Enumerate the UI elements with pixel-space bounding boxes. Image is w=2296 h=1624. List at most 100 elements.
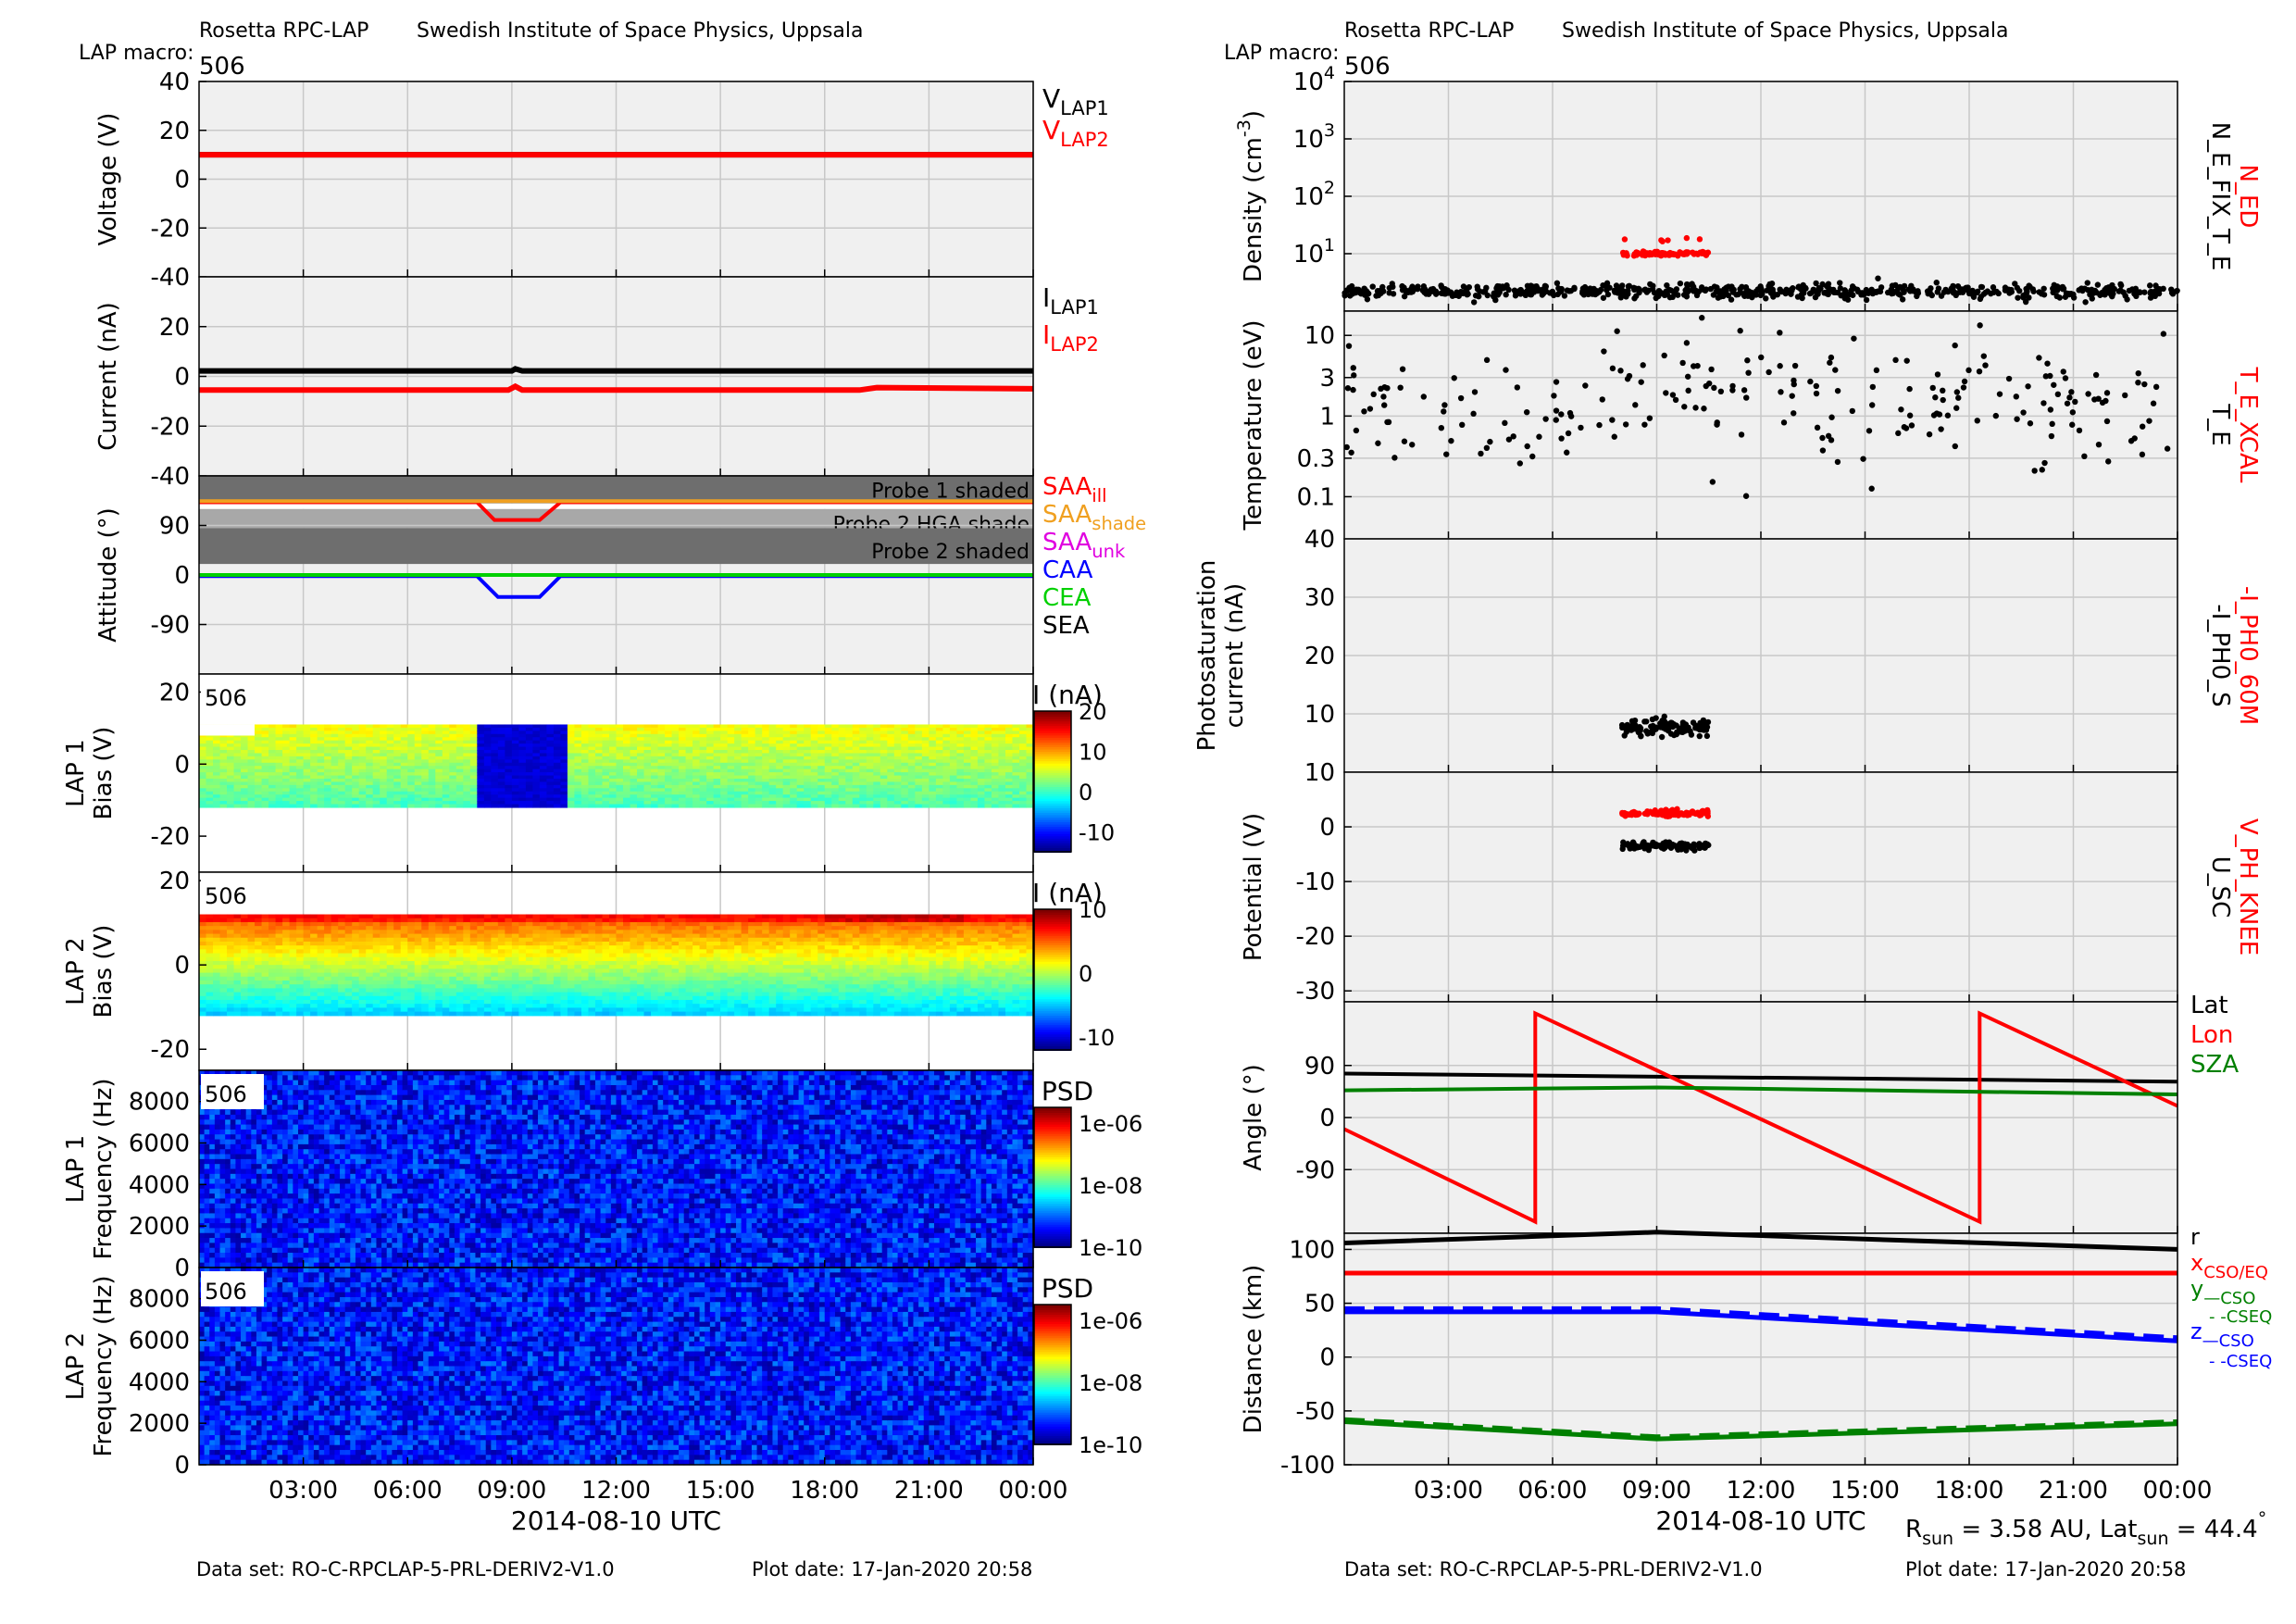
lap2-sweep-cell — [484, 977, 492, 981]
lap1-sweep-cell — [505, 731, 512, 734]
lap2-sweep-cell — [393, 977, 401, 981]
lap1-sweep-cell — [449, 741, 456, 744]
lap1-sweep-cell — [1005, 766, 1013, 769]
lap2-sweep-cell — [255, 949, 262, 954]
lap2-sweep-cell — [241, 915, 248, 919]
lap1-sweep-cell — [978, 801, 985, 805]
lap2-sweep-cell — [554, 977, 561, 981]
lap1-sweep-cell — [595, 756, 603, 760]
lap1-sweep-cell — [845, 756, 853, 760]
lap2-sweep-cell — [415, 961, 422, 966]
lap2-sweep-cell — [568, 1007, 575, 1012]
lap1-sweep-cell — [644, 788, 652, 792]
lap1-sweep-cell — [304, 741, 311, 744]
lap2-sweep-cell — [602, 945, 609, 950]
lap2-sweep-cell — [296, 981, 304, 985]
lap1-sweep-cell — [867, 750, 874, 754]
lap2-sweep-cell — [220, 942, 228, 946]
lap1-sweep-cell — [560, 759, 568, 763]
lap2-sweep-cell — [630, 942, 638, 946]
lap1-sweep-cell — [672, 747, 680, 751]
lap2-sweep-cell — [380, 918, 387, 923]
lap1-sweep-cell — [817, 772, 825, 776]
lap1-sweep-cell — [859, 756, 867, 760]
lap1-sweep-cell — [1005, 759, 1013, 763]
lap2-sweep-cell — [262, 968, 269, 973]
lap1-sweep-cell — [546, 753, 554, 756]
lap2-sweep-cell — [276, 968, 283, 973]
lap2-sweep-cell — [324, 961, 331, 966]
lap1-sweep-cell — [762, 753, 769, 756]
lap1-sweep-cell — [359, 776, 367, 780]
lap1-sweep-cell — [797, 798, 805, 802]
lap1-sweep-cell — [742, 747, 749, 751]
lap1-sweep-cell — [588, 781, 595, 785]
lap1-sweep-cell — [887, 798, 894, 802]
lap1-sweep-cell — [359, 779, 367, 782]
lap1-sweep-cell — [942, 794, 950, 798]
lap1-sweep-cell — [908, 747, 916, 751]
lap1-sweep-cell — [984, 747, 992, 751]
lap2-sweep-cell — [421, 973, 429, 978]
lap2-sweep-cell — [393, 942, 401, 946]
lap1-sweep-cell — [540, 741, 547, 744]
lap2-sweep-cell — [227, 926, 234, 931]
lap2-sweep-cell — [554, 922, 561, 927]
lap2-sweep-cell — [213, 977, 220, 981]
lap1-sweep-cell — [248, 792, 256, 795]
lap2-sweep-cell — [276, 996, 283, 1001]
lap2-sweep-cell — [470, 1012, 478, 1017]
lap2-sweep-cell — [435, 926, 443, 931]
lap2-sweep-cell — [393, 915, 401, 919]
lap2-sweep-cell — [443, 918, 450, 923]
lap1-sweep-cell — [700, 759, 707, 763]
lap1-sweep-cell — [463, 737, 470, 741]
lap1-sweep-cell — [546, 792, 554, 795]
lap2-sweep-cell — [359, 973, 367, 978]
lap1-sweep-cell — [415, 788, 422, 792]
y-tick-label: -20 — [151, 413, 190, 441]
lap1-sweep-cell — [686, 776, 693, 780]
lap2-sweep-cell — [623, 996, 630, 1001]
lap1-sweep-cell — [1019, 741, 1027, 744]
shade-gap — [199, 504, 1033, 509]
lap2-sweep-cell — [512, 942, 519, 946]
lap2-sweep-cell — [554, 942, 561, 946]
lap2-sweep-cell — [449, 949, 456, 954]
lap2-sweep-cell — [463, 977, 470, 981]
lap1-sweep-cell — [345, 728, 353, 731]
lap2-sweep-cell — [505, 965, 512, 969]
lap2-sweep-cell — [429, 1000, 436, 1005]
lap1-sweep-cell — [505, 769, 512, 773]
lap1-sweep-cell — [700, 772, 707, 776]
lap1-sweep-cell — [262, 776, 269, 780]
lap1-sweep-cell — [241, 772, 248, 776]
lap1-sweep-cell — [734, 741, 742, 744]
lap1-sweep-cell — [845, 766, 853, 769]
lap1-sweep-cell — [560, 766, 568, 769]
lap2-sweep-cell — [560, 961, 568, 966]
lap1-sweep-cell — [206, 781, 214, 785]
lap1-sweep-cell — [762, 792, 769, 795]
lap1-sweep-cell — [686, 737, 693, 741]
lap2-sweep-cell — [554, 918, 561, 923]
lap1-sweep-cell — [672, 741, 680, 744]
lap2-sweep-cell — [331, 968, 339, 973]
lap1-sweep-cell — [922, 731, 930, 734]
lap1-sweep-cell — [623, 805, 630, 808]
lap2-sweep-cell — [546, 949, 554, 954]
lap1-sweep-cell — [532, 798, 540, 802]
lap1-sweep-cell — [880, 788, 888, 792]
lap1-sweep-cell — [227, 788, 234, 792]
lap1-sweep-cell — [700, 747, 707, 751]
lap2-sweep-cell — [609, 968, 617, 973]
lap1-sweep-cell — [776, 743, 783, 747]
lap2-sweep-cell — [366, 988, 373, 993]
lap1-sweep-cell — [505, 763, 512, 767]
lap1-sweep-cell — [693, 743, 700, 747]
lap1-sweep-cell — [407, 741, 415, 744]
lap1-sweep-cell — [797, 788, 805, 792]
lap1-sweep-cell — [206, 766, 214, 769]
lap1-sweep-cell — [296, 753, 304, 756]
lap1-sweep-cell — [304, 737, 311, 741]
